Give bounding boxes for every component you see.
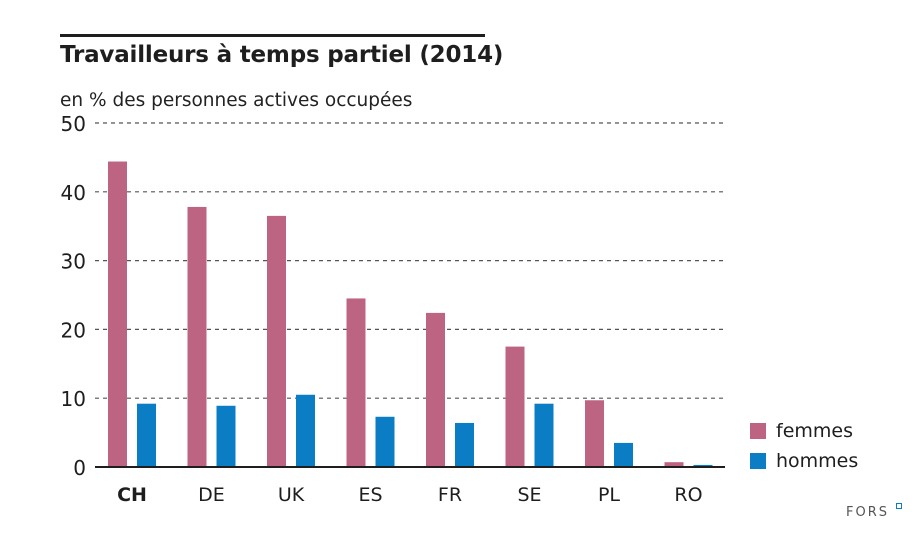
x-tick-label: PL <box>598 484 620 506</box>
bar-hommes-FR <box>455 422 474 467</box>
legend-swatch-hommes <box>750 453 766 469</box>
bars <box>108 161 713 467</box>
x-tick-label: ES <box>358 484 382 506</box>
x-tick-label: RO <box>674 484 702 506</box>
legend-item-femmes: femmes <box>750 416 858 446</box>
bar-hommes-DE <box>216 405 236 467</box>
bar-hommes-CH <box>137 403 156 467</box>
bar-femmes-FR <box>426 312 445 467</box>
x-tick-label: FR <box>438 484 462 506</box>
bar-femmes-DE <box>187 206 207 467</box>
x-tick-label: CH <box>117 484 147 506</box>
fors-logo-mark-icon <box>896 503 902 509</box>
bar-hommes-PL <box>614 442 633 467</box>
y-tick-label: 20 <box>61 318 86 342</box>
x-tick-label: DE <box>198 484 225 506</box>
title-rule <box>60 34 485 37</box>
y-tick-label: 30 <box>61 250 86 274</box>
bar-femmes-RO <box>664 462 684 467</box>
legend: femmes hommes <box>750 416 858 476</box>
fors-logo: FORS <box>846 505 889 520</box>
y-tick-label: 50 <box>61 112 86 136</box>
legend-swatch-femmes <box>750 423 766 439</box>
chart-title: Travailleurs à temps partiel (2014) <box>60 42 504 68</box>
bar-femmes-SE <box>505 346 525 467</box>
x-tick-label: UK <box>278 484 305 506</box>
bar-hommes-UK <box>296 394 315 467</box>
bar-hommes-RO <box>693 464 713 467</box>
y-tick-label: 10 <box>61 387 86 411</box>
bar-femmes-UK <box>267 215 286 467</box>
bar-femmes-ES <box>346 298 366 467</box>
bar-femmes-PL <box>585 400 604 467</box>
y-axis-ticks: 0 10 20 30 40 50 <box>61 112 86 480</box>
y-tick-label: 40 <box>61 181 86 205</box>
legend-label-femmes: femmes <box>776 420 853 442</box>
bar-femmes-CH <box>108 161 127 467</box>
bar-hommes-ES <box>375 416 395 467</box>
x-axis-ticks: CH DE UK ES FR SE PL RO <box>117 484 703 506</box>
x-tick-label: SE <box>517 484 541 506</box>
legend-item-hommes: hommes <box>750 446 858 476</box>
legend-label-hommes: hommes <box>776 450 859 472</box>
y-tick-label: 0 <box>73 456 86 480</box>
bar-hommes-SE <box>534 403 554 467</box>
chart-subtitle: en % des personnes actives occupées <box>60 90 413 111</box>
